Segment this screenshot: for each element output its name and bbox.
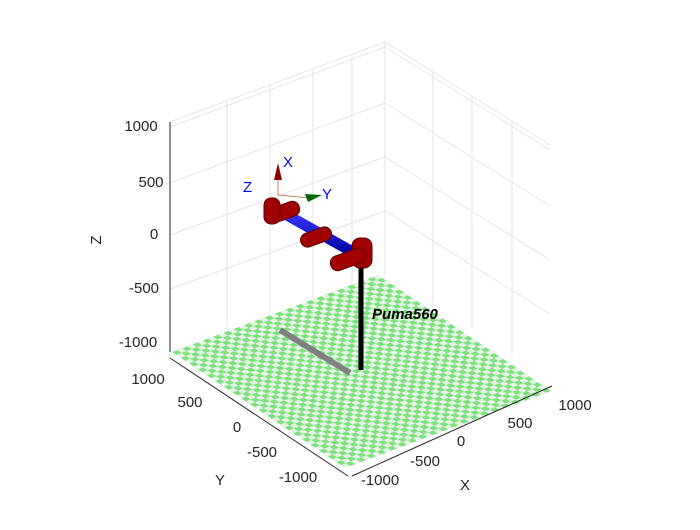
joint xyxy=(300,226,332,248)
y-axis-line xyxy=(169,357,349,477)
robot xyxy=(263,163,373,376)
z-tick-label: 500 xyxy=(138,174,163,191)
joint xyxy=(263,197,281,225)
robot-name: Puma560 xyxy=(372,306,439,323)
robot-shadow xyxy=(278,327,352,376)
frame-label: Z xyxy=(243,179,252,196)
x-tick-label: -500 xyxy=(410,453,440,470)
z-tick-label: 0 xyxy=(150,226,158,243)
x-tick-label: -1000 xyxy=(361,472,399,489)
x-tick-label: 1000 xyxy=(558,397,591,414)
y-tick-label: -500 xyxy=(247,444,277,461)
z-tick-label: -1000 xyxy=(119,334,157,351)
y-tick-label: 1000 xyxy=(131,371,164,388)
x-axis-line xyxy=(351,385,553,477)
frame-label: Y xyxy=(322,186,332,203)
joint xyxy=(329,247,366,272)
floor xyxy=(172,275,551,468)
z-tick-label: -500 xyxy=(129,280,159,297)
y-tick-label: 500 xyxy=(177,394,202,411)
y-tick-label: -1000 xyxy=(279,469,317,486)
z-tick-label: 1000 xyxy=(124,118,157,135)
x-tick-label: 0 xyxy=(457,433,465,450)
y-axis-label: Y xyxy=(215,472,225,489)
x-axis-label: X xyxy=(460,477,470,494)
y-tick-label: 0 xyxy=(233,419,241,436)
z-axis-label: Z xyxy=(88,235,105,244)
grid xyxy=(169,41,551,354)
frame-label: X xyxy=(283,154,293,171)
x-tick-label: 500 xyxy=(507,415,532,432)
